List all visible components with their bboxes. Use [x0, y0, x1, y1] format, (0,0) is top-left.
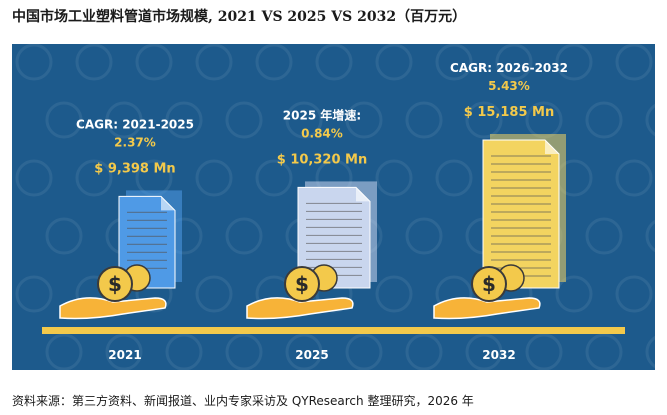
coin-dollar-sign: $ — [108, 272, 122, 296]
annotation-value: 5.43% — [488, 79, 530, 93]
hand-icon — [59, 297, 167, 320]
chart-panel: $2021 $ 9,398 Mn 2.37% CAGR: 2021-2025 $2025… — [12, 44, 655, 370]
document-icon — [482, 134, 566, 289]
annotation-value: 2.37% — [114, 135, 156, 149]
category-label: 2032 — [482, 348, 515, 362]
chart-title: 中国市场工业塑料管道市场规模, 2021 VS 2025 VS 2032（百万元… — [12, 9, 467, 25]
category-label: 2021 — [108, 348, 141, 362]
baseline-bar — [42, 327, 625, 334]
value-label: $ 15,185 Mn — [464, 105, 554, 120]
source-note: 资料来源：第三方资料、新闻报道、业内专家采访及 QYResearch 整理研究，… — [12, 394, 474, 408]
annotation-value: 0.84% — [301, 126, 343, 140]
value-label: $ 10,320 Mn — [277, 152, 367, 167]
annotation-label: 2025 年增速: — [283, 107, 361, 122]
coin-dollar-sign: $ — [482, 272, 496, 296]
document-icon — [297, 181, 377, 289]
annotation-label: CAGR: 2021-2025 — [76, 117, 194, 131]
value-label: $ 9,398 Mn — [94, 161, 175, 176]
hand-icon — [246, 297, 354, 320]
hand-icon — [433, 297, 541, 320]
coin-icon — [471, 266, 507, 302]
coin-icon — [97, 266, 133, 302]
value-bar — [482, 139, 560, 289]
annotation-label: CAGR: 2026-2032 — [450, 61, 568, 75]
chart-svg: $2021 $ 9,398 Mn 2.37% CAGR: 2021-2025 $2025… — [15, 44, 655, 370]
category-label: 2025 — [295, 348, 328, 362]
coin-dollar-sign: $ — [295, 272, 309, 296]
coin-icon — [284, 266, 320, 302]
